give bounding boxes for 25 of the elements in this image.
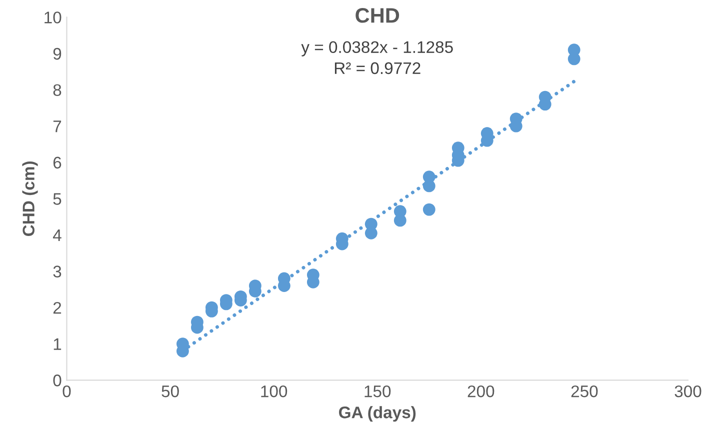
y-tick-label: 9: [53, 48, 62, 60]
x-tick-label: 100: [261, 385, 288, 398]
x-tick-label: 0: [62, 385, 71, 398]
x-tick-label: 150: [364, 385, 391, 398]
x-tick-label: 200: [468, 385, 494, 398]
y-tick-label: 3: [53, 266, 62, 278]
x-axis-title: GA (days): [339, 406, 416, 422]
y-tick-label: 7: [53, 120, 62, 132]
y-tick-label: 10: [44, 12, 62, 24]
annotation: y = 0.0382x - 1.1285: [301, 41, 453, 56]
annotation: R² = 0.9772: [334, 62, 420, 74]
y-tick-label: 5: [53, 193, 62, 205]
y-tick-label: 1: [54, 338, 62, 350]
y-tick-label: 8: [53, 84, 62, 96]
point: [364, 218, 378, 230]
y-tick-label: 4: [52, 230, 62, 242]
y-axis-title: CHD (cm): [22, 162, 38, 236]
y-tick-label: 6: [53, 156, 62, 169]
x-tick-label: 250: [571, 385, 598, 398]
chart-title: CHD: [356, 8, 400, 23]
x-tick-label: 300: [674, 385, 702, 398]
y-tick-label: 2: [53, 302, 62, 314]
y-tick-label: 0: [53, 374, 62, 386]
x-tick-label: 50: [162, 385, 179, 398]
point: [422, 203, 436, 216]
